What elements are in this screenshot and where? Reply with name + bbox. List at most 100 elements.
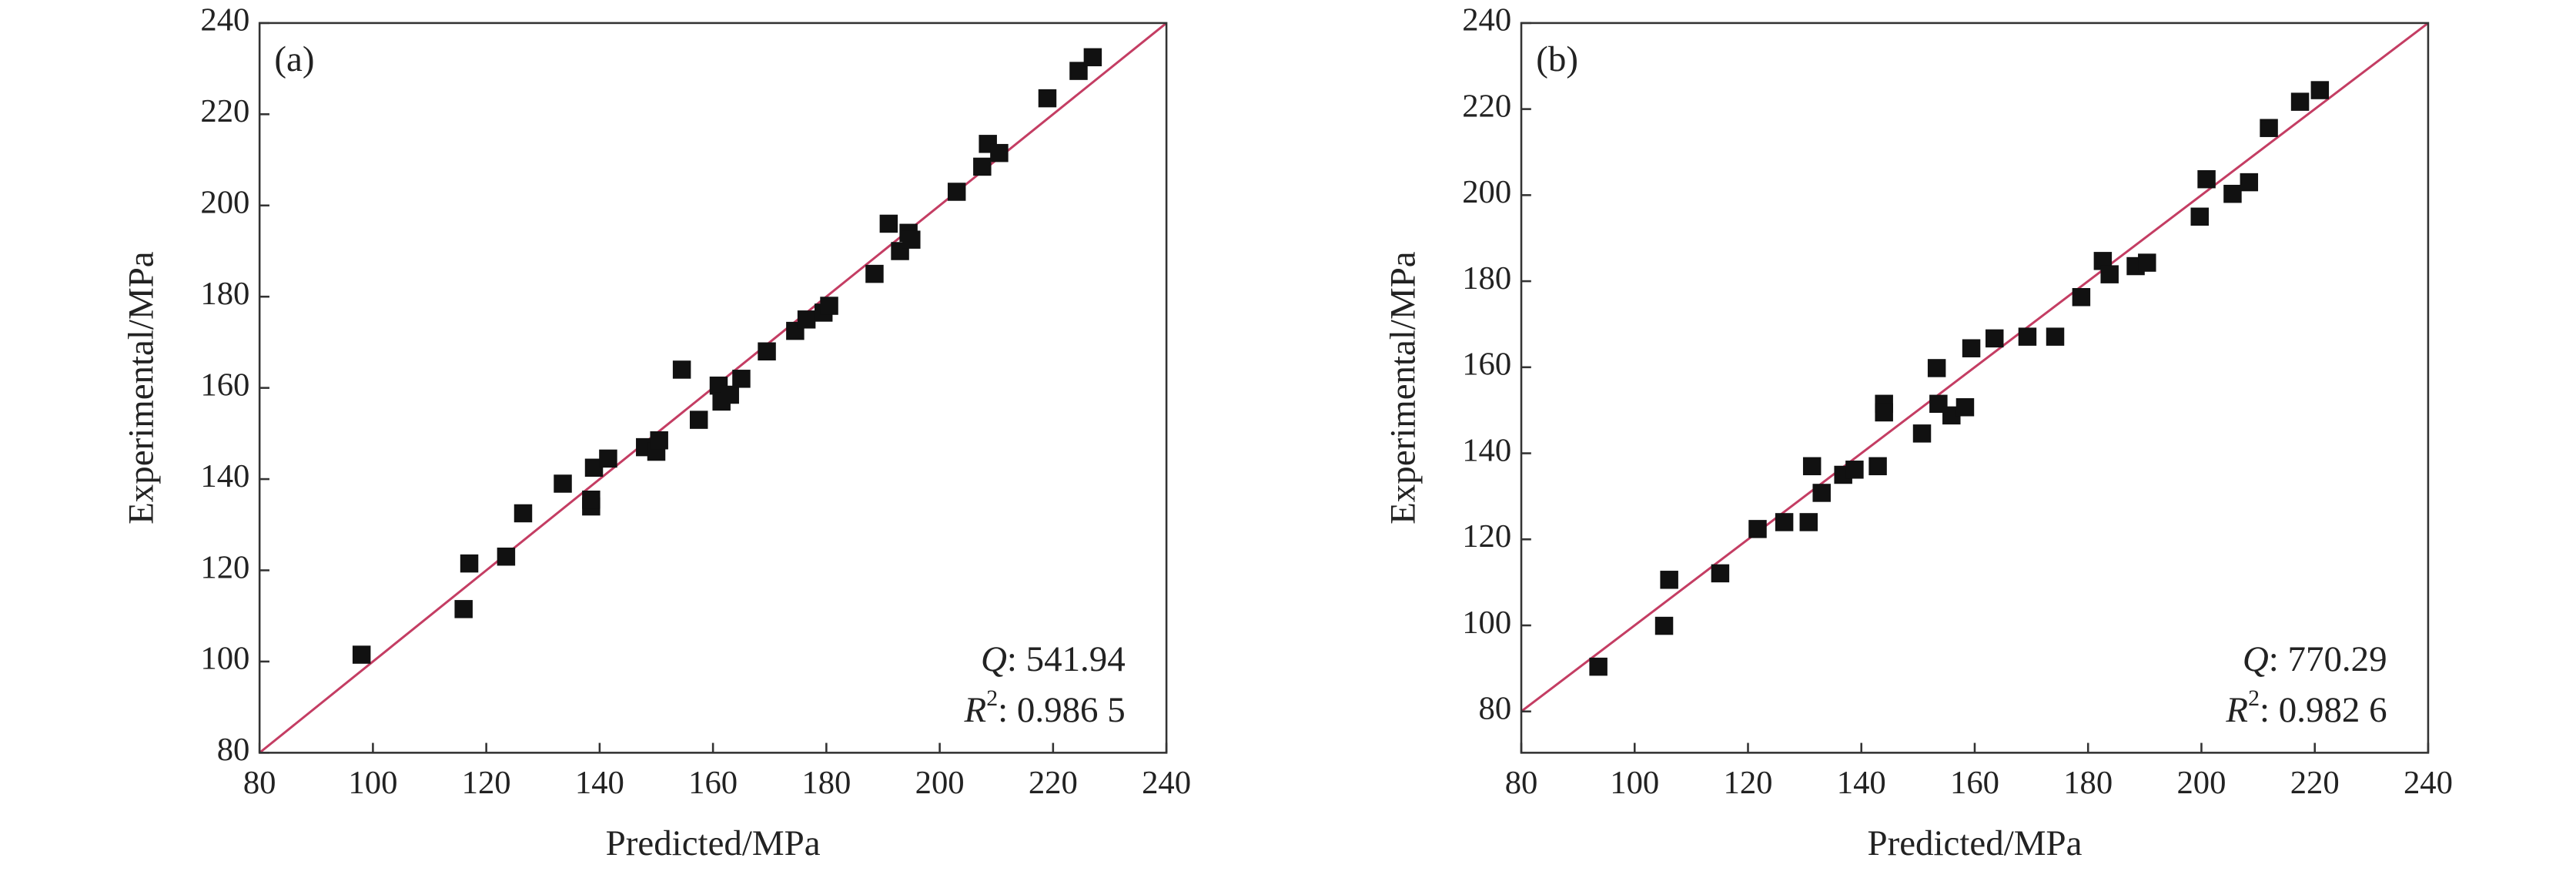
reference-line xyxy=(1521,22,2429,712)
r-power: 2 xyxy=(2248,685,2260,711)
data-point xyxy=(582,490,601,509)
data-point xyxy=(1654,616,1674,635)
x-axis-label: Predicted/MPa xyxy=(606,823,821,863)
data-point xyxy=(1069,62,1088,80)
q-value: : 541.94 xyxy=(1007,639,1126,679)
y-tick-label: 80 xyxy=(217,732,250,768)
x-tick-label: 180 xyxy=(2063,765,2113,801)
data-point xyxy=(599,449,617,468)
data-point xyxy=(1038,89,1057,108)
y-tick-label: 180 xyxy=(1462,260,1511,297)
x-tick-label: 220 xyxy=(1029,765,1078,801)
data-point xyxy=(758,342,776,360)
data-point xyxy=(514,504,533,523)
x-axis-label: Predicted/MPa xyxy=(1867,823,2082,863)
data-point xyxy=(990,143,1009,163)
data-point xyxy=(2290,92,2310,111)
data-point xyxy=(1802,457,1822,476)
data-point xyxy=(1845,461,1864,479)
y-tick-label: 200 xyxy=(1462,174,1511,210)
y-tick-label: 200 xyxy=(200,185,249,221)
data-point xyxy=(1962,339,1981,357)
x-tick-label: 180 xyxy=(801,765,851,801)
data-point xyxy=(352,645,371,664)
x-tick-label: 140 xyxy=(1837,765,1886,801)
data-point xyxy=(2197,169,2216,189)
x-tick-label: 200 xyxy=(2176,765,2226,801)
data-point xyxy=(1711,564,1730,583)
x-tick-label: 80 xyxy=(243,765,276,801)
data-point xyxy=(902,230,921,249)
data-point xyxy=(1875,403,1893,422)
r-power: 2 xyxy=(986,685,998,711)
data-point xyxy=(1942,406,1961,425)
y-tick-label: 80 xyxy=(1479,691,1512,727)
data-point xyxy=(2223,184,2242,203)
data-point xyxy=(1775,513,1794,531)
chart-panel: 80 100 120 140 160 180 200 220 240 80 100 120 140 160… xyxy=(122,2,1192,863)
r-symbol: R xyxy=(964,690,987,730)
panel-label: (a) xyxy=(274,39,314,79)
x-tick-label: 120 xyxy=(1724,765,1773,801)
q-annotation: Q: 770.29 xyxy=(2243,639,2387,679)
data-point xyxy=(689,411,708,429)
chart-panel: 80 100 120 140 160 180 200 220 240 80 100 120 140 160… xyxy=(1383,2,2453,863)
x-tick-label: 240 xyxy=(1142,765,1191,801)
data-point xyxy=(973,157,992,176)
data-point xyxy=(454,600,473,618)
data-point xyxy=(732,370,751,388)
r-value: : 0.982 6 xyxy=(2260,690,2387,730)
q-value: : 770.29 xyxy=(2269,639,2387,679)
y-tick-label: 100 xyxy=(200,641,249,677)
data-point xyxy=(2260,119,2278,137)
x-tick-label: 200 xyxy=(915,765,965,801)
x-tick-label: 120 xyxy=(462,765,511,801)
data-point xyxy=(1912,424,1932,443)
y-tick-label: 160 xyxy=(200,367,249,403)
data-point xyxy=(1955,398,1975,417)
q-symbol: Q xyxy=(2243,639,2269,679)
r-value: : 0.986 5 xyxy=(998,690,1126,730)
y-axis-label: Experimental/MPa xyxy=(122,251,162,524)
data-point xyxy=(820,297,838,315)
data-point xyxy=(2138,253,2156,272)
r2-annotation: R2: 0.986 5 xyxy=(964,685,1126,730)
data-point xyxy=(672,360,691,379)
data-point xyxy=(2240,173,2259,192)
data-point xyxy=(2018,327,2037,346)
x-tick-label: 100 xyxy=(348,765,397,801)
q-annotation: Q: 541.94 xyxy=(981,639,1126,679)
x-tick-label: 220 xyxy=(2290,765,2340,801)
y-tick-label: 240 xyxy=(1462,2,1511,39)
data-point xyxy=(2046,327,2065,346)
q-symbol: Q xyxy=(981,639,1007,679)
x-tick-label: 140 xyxy=(575,765,624,801)
data-point xyxy=(1083,48,1102,67)
data-point xyxy=(1986,329,2004,348)
data-point xyxy=(2100,265,2119,283)
data-point xyxy=(1927,359,1946,377)
y-tick-label: 120 xyxy=(1462,518,1511,555)
x-tick-label: 100 xyxy=(1610,765,1659,801)
data-point xyxy=(650,431,668,450)
y-tick-label: 220 xyxy=(1462,88,1511,124)
data-point xyxy=(1748,520,1767,538)
y-tick-label: 240 xyxy=(200,2,249,39)
y-tick-label: 100 xyxy=(1462,605,1511,641)
data-point xyxy=(1812,484,1831,502)
data-point xyxy=(554,474,572,493)
y-tick-label: 220 xyxy=(200,93,249,129)
data-point xyxy=(865,264,884,283)
data-point xyxy=(721,385,739,404)
data-point xyxy=(1589,657,1607,676)
r2-annotation: R2: 0.982 6 xyxy=(2225,685,2387,730)
y-axis-label: Experimental/MPa xyxy=(1383,251,1423,524)
y-tick-label: 180 xyxy=(200,276,249,312)
y-tick-label: 140 xyxy=(1462,432,1511,468)
x-tick-label: 80 xyxy=(1505,765,1538,801)
data-point xyxy=(1868,457,1887,476)
data-point xyxy=(797,310,816,329)
data-point xyxy=(1660,571,1678,589)
